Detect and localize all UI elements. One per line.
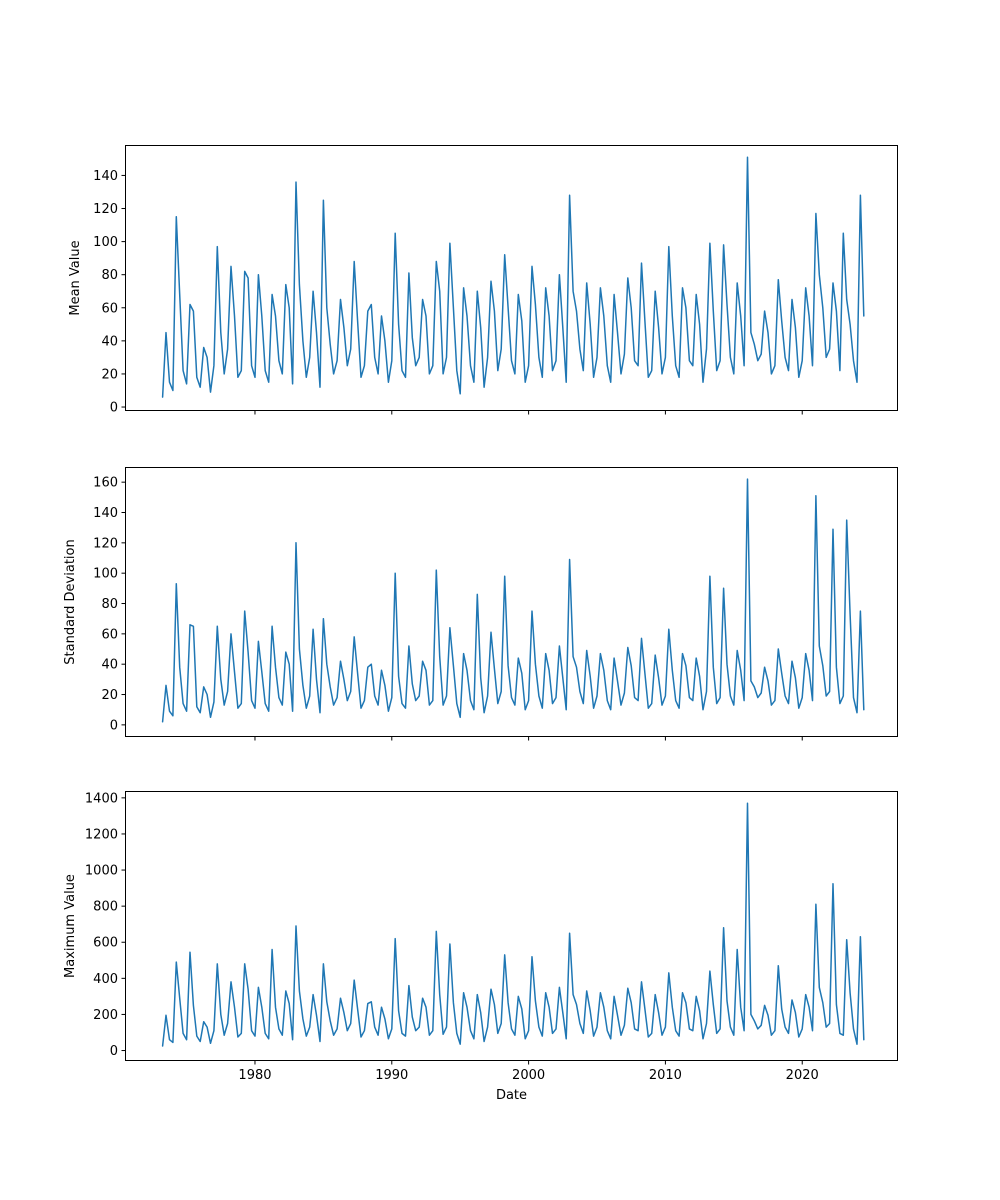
x-tick-label: 1980 xyxy=(238,1068,271,1083)
y-tick-label: 60 xyxy=(101,301,118,316)
subplot-std: 0 20 40 60 80 100 120 140 160 xyxy=(93,467,898,741)
y-tick-label: 100 xyxy=(93,235,118,250)
x-tick-label: 2010 xyxy=(649,1068,682,1083)
y-axis-label-standard-deviation: Standard Deviation xyxy=(63,539,78,665)
x-tick-label: 1990 xyxy=(375,1068,408,1083)
subplot-mean: 0 20 40 60 80 100 120 140 xyxy=(93,145,898,416)
axes-frame xyxy=(125,145,898,411)
max-value-line xyxy=(161,802,865,1047)
y-tick-label: 1200 xyxy=(85,827,118,842)
y-tick-label: 1400 xyxy=(85,791,118,806)
y-tick-label: 120 xyxy=(93,202,118,217)
y-tick-label: 0 xyxy=(110,1044,118,1059)
y-axis-label-maximum-value: Maximum Value xyxy=(63,874,78,978)
axes-frame xyxy=(125,791,898,1061)
y-tick-label: 20 xyxy=(101,367,118,382)
y-tick-label: 80 xyxy=(101,268,118,283)
x-tick-label: 2000 xyxy=(512,1068,545,1083)
y-tick-label: 140 xyxy=(93,169,118,184)
y-tick-label: 400 xyxy=(93,972,118,987)
y-tick-label: 160 xyxy=(93,476,118,491)
y-tick-label: 60 xyxy=(101,627,118,642)
axes-frame xyxy=(125,467,898,737)
x-tick-label: 2020 xyxy=(786,1068,819,1083)
y-tick-label: 80 xyxy=(101,597,118,612)
y-axis-label-mean-value: Mean Value xyxy=(68,240,83,316)
y-tick-label: 0 xyxy=(110,401,118,416)
y-tick-label: 140 xyxy=(93,506,118,521)
y-tick-label: 1000 xyxy=(85,864,118,879)
std-value-line xyxy=(161,478,865,723)
subplot-max: 0 200 400 600 800 1000 1200 1400 1980 1990 2000 201… xyxy=(85,791,898,1083)
y-tick-label: 100 xyxy=(93,567,118,582)
y-tick-label: 200 xyxy=(93,1008,118,1023)
y-tick-label: 120 xyxy=(93,536,118,551)
y-tick-label: 40 xyxy=(101,334,118,349)
y-tick-label: 600 xyxy=(93,936,118,951)
y-tick-label: 20 xyxy=(101,688,118,703)
y-tick-label: 800 xyxy=(93,900,118,915)
y-tick-label: 40 xyxy=(101,658,118,673)
y-tick-label: 0 xyxy=(110,718,118,733)
mean-value-line xyxy=(161,156,865,398)
x-axis-label: Date xyxy=(495,1088,528,1103)
